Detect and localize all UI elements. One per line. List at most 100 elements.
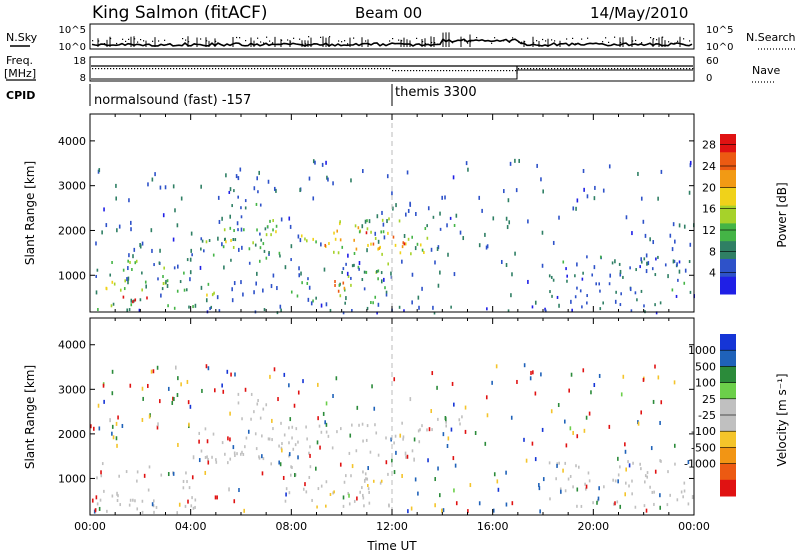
power-echo-cell (357, 265, 360, 269)
velocity-echo-cell (143, 473, 146, 478)
velocity-echo-cell (271, 418, 273, 423)
velocity-echo-cell (117, 415, 119, 420)
power-echo-cell (237, 195, 239, 199)
power-colorbar-tick-label: 16 (702, 203, 716, 216)
velocity-echo-cell (530, 370, 532, 375)
velocity-echo-cell (625, 467, 627, 472)
nave-point (416, 70, 418, 72)
nsearch-point (641, 42, 643, 44)
velocity-echo-cell (319, 445, 321, 450)
beam-title: Beam 00 (355, 4, 422, 22)
power-echo-cell (252, 241, 254, 245)
velocity-echo-cell (410, 506, 413, 511)
power-echo-cell (619, 272, 622, 277)
nave-point (242, 68, 244, 70)
power-echo-cell (417, 295, 420, 300)
nave-point (512, 70, 514, 72)
velocity-echo-cell (588, 479, 591, 483)
power-echo-cell (649, 237, 651, 242)
velocity-echo-cell (325, 430, 328, 434)
velocity-echo-cell (198, 458, 201, 463)
power-echo-cell (334, 283, 336, 287)
power-echo-cell (105, 223, 108, 228)
power-echo-cell (398, 219, 401, 223)
velocity-echo-cell (659, 459, 661, 463)
power-echo-cell (376, 311, 378, 315)
velocity-echo-cell (445, 424, 447, 428)
power-echo-cell (500, 259, 503, 264)
nsearch-point (608, 41, 610, 43)
velocity-echo-cell (254, 432, 257, 436)
nave-point (293, 68, 295, 70)
power-echo-cell (237, 228, 239, 232)
power-echo-cell (208, 239, 211, 243)
nsearch-point (650, 37, 652, 39)
velocity-echo-cell (534, 391, 537, 396)
velocity-echo-cell (559, 487, 562, 491)
power-echo-cell (275, 230, 277, 234)
power-echo-cell (611, 261, 614, 265)
power-echo-cell (233, 281, 236, 286)
velocity-echo-cell (116, 443, 118, 448)
nsearch-point (206, 40, 208, 42)
velocity-echo-cell (624, 442, 626, 447)
nave-point (470, 70, 472, 72)
nave-point (407, 70, 409, 72)
power-echo-cell (403, 309, 405, 313)
velocity-echo-cell (294, 473, 296, 478)
velocity-echo-cell (207, 457, 209, 461)
velocity-echo-cell (585, 415, 588, 420)
power-echo-cell (421, 286, 423, 291)
power-echo-cell (231, 298, 234, 303)
power-echo-cell (402, 241, 405, 245)
nave-point (371, 68, 373, 70)
nsearch-point (281, 39, 283, 41)
velocity-echo-cell (191, 475, 194, 480)
nsearch-point (92, 40, 94, 42)
power-echo-cell (622, 275, 624, 279)
velocity-echo-cell (576, 487, 579, 492)
nave-point (317, 68, 319, 70)
velocity-echo-cell (103, 489, 105, 493)
nsearch-point (257, 37, 259, 39)
power-echo-cell (186, 258, 189, 262)
power-echo-cell (377, 277, 379, 281)
nave-point (419, 70, 421, 72)
velocity-echo-cell (676, 498, 679, 502)
velocity-echo-cell (371, 384, 373, 389)
velocity-echo-cell (644, 474, 647, 478)
power-echo-cell (669, 233, 672, 238)
power-echo-cell (217, 195, 220, 200)
velocity-echo-cell (151, 502, 154, 507)
velocity-echo-cell (288, 491, 291, 495)
power-echo-cell (165, 279, 167, 284)
power-echo-cell (131, 268, 133, 272)
nave-point (287, 68, 289, 70)
velocity-echo-cell (304, 482, 306, 487)
nsearch-point (344, 40, 346, 42)
power-echoes (95, 158, 695, 315)
power-echo-cell (333, 250, 335, 254)
velocity-echo-cell (281, 442, 283, 446)
power-colorbar-label: Power [dB] (775, 182, 789, 247)
power-echo-cell (382, 230, 385, 234)
nave-point (218, 68, 220, 70)
power-echo-cell (439, 211, 441, 216)
velocity-echo-cell (442, 508, 445, 513)
velocity-echo-cell (625, 481, 627, 485)
power-echo-cell (586, 301, 588, 305)
velocity-echo-cell (497, 487, 500, 492)
nave-point (527, 68, 529, 70)
velocity-echo-cell (401, 473, 403, 478)
power-echo-cell (190, 248, 193, 253)
velocity-echo-cell (596, 499, 599, 503)
nave-point (572, 68, 574, 70)
nsearch-point (152, 40, 154, 42)
power-echo-cell (224, 237, 226, 241)
power-echo-cell (368, 219, 371, 224)
velocity-echo-cell (538, 483, 540, 488)
nsearch-point (182, 38, 184, 40)
velocity-echo-cell (236, 452, 238, 456)
power-echo-cell (141, 271, 143, 275)
velocity-echo-cell (485, 395, 488, 400)
